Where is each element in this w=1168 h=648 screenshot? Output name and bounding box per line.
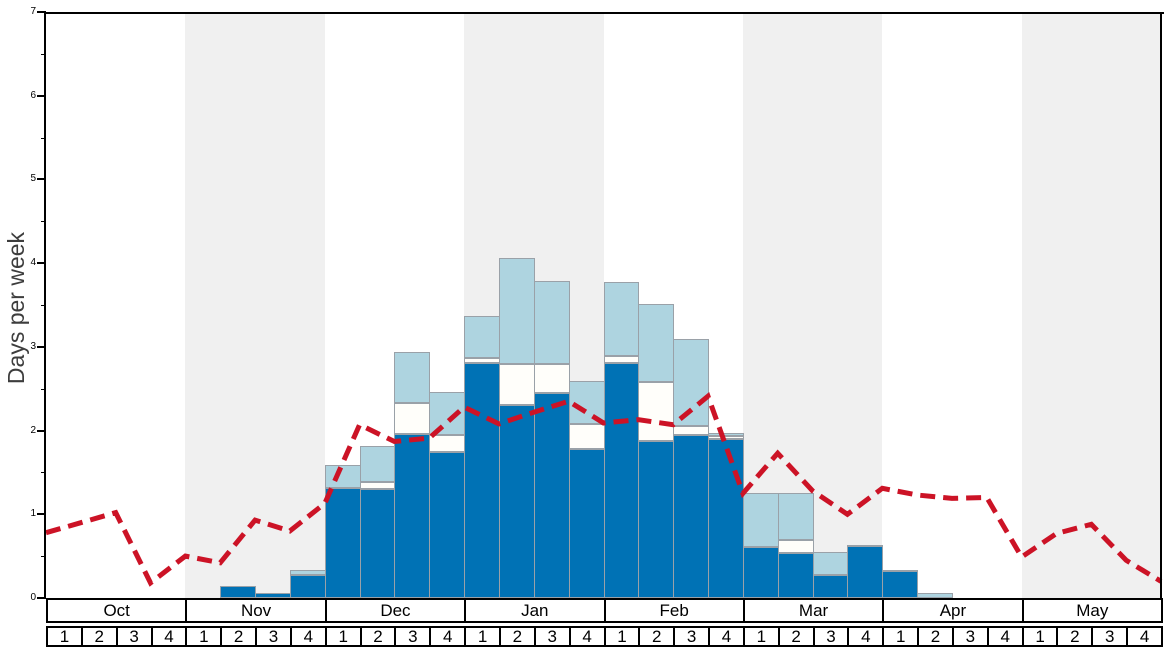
y-major-tick	[37, 94, 46, 97]
month-band-oct	[46, 12, 186, 598]
week-cell: 2	[777, 626, 815, 647]
y-major-tick	[37, 429, 46, 432]
bar-light-segment	[533, 280, 570, 364]
week-cell: 1	[324, 626, 362, 647]
y-major-tick	[37, 345, 46, 348]
month-cell-apr: Apr	[882, 598, 1024, 623]
bar-light-segment	[708, 433, 744, 437]
y-minor-tick	[41, 53, 46, 55]
week-cell: 1	[464, 626, 501, 647]
week-cell: 1	[1021, 626, 1059, 647]
y-minor-tick	[41, 221, 46, 223]
plot-right-border	[1160, 12, 1162, 598]
bar-white-segment	[708, 436, 744, 439]
month-cell-nov: Nov	[185, 598, 327, 623]
week-cell: 4	[429, 626, 467, 647]
bar-light-segment	[394, 351, 431, 403]
week-cell: 2	[1056, 626, 1094, 647]
y-tick-label-0: 0	[30, 592, 36, 603]
week-cell: 2	[359, 626, 397, 647]
bar-light-segment	[917, 592, 953, 598]
y-minor-tick	[41, 305, 46, 306]
y-major-tick	[37, 597, 46, 599]
bar-dark-segment	[847, 546, 884, 598]
bar-light-segment	[498, 258, 535, 364]
bar-dark-segment	[429, 452, 466, 598]
plot-top-border	[44, 12, 1164, 14]
week-cell: 1	[882, 626, 920, 647]
week-cell: 2	[220, 626, 258, 647]
y-tick-label-6: 6	[30, 89, 36, 101]
week-cell: 4	[708, 626, 745, 647]
week-cell: 2	[80, 626, 118, 647]
week-cell: 3	[1091, 626, 1129, 647]
week-cell: 1	[742, 626, 780, 647]
week-cell: 4	[847, 626, 885, 647]
bar-light-segment	[777, 492, 814, 541]
y-major-tick	[37, 11, 46, 13]
bar-dark-segment	[220, 586, 257, 598]
y-minor-tick	[41, 137, 46, 139]
y-axis-title: Days per week	[3, 231, 29, 385]
bar-dark-segment	[603, 362, 640, 598]
y-tick-label-7: 7	[30, 6, 36, 17]
y-tick-label-4: 4	[30, 257, 36, 269]
y-major-tick	[37, 262, 46, 265]
average-line-layer	[45, 392, 1163, 587]
week-cell: 3	[533, 626, 571, 647]
month-cell-dec: Dec	[324, 598, 467, 623]
bar-dark-segment	[882, 570, 919, 598]
month-cell-feb: Feb	[603, 598, 745, 623]
month-cell-may: May	[1021, 598, 1163, 623]
week-cell: 4	[1126, 626, 1163, 647]
month-band-nov	[185, 12, 325, 598]
red-dashed-average-line	[45, 392, 1163, 587]
bar-light-segment	[603, 281, 640, 357]
bar-light-segment	[847, 545, 884, 548]
week-cell: 2	[917, 626, 954, 647]
week-cell: 3	[115, 626, 153, 647]
week-cell: 3	[951, 626, 989, 647]
bar-light-segment	[464, 315, 500, 358]
week-cell: 1	[46, 626, 83, 647]
week-cell: 4	[289, 626, 327, 647]
week-cell: 2	[638, 626, 676, 647]
y-minor-tick	[41, 388, 46, 390]
bar-white-segment	[673, 426, 710, 435]
bar-dark-segment	[394, 433, 431, 598]
y-minor-tick	[41, 556, 46, 558]
week-cell: 3	[812, 626, 850, 647]
week-cell: 1	[185, 626, 223, 647]
bar-white-segment	[498, 363, 535, 405]
month-cell-oct: Oct	[46, 598, 188, 623]
y-major-tick	[37, 513, 46, 516]
week-cell: 3	[673, 626, 711, 647]
week-cell: 1	[603, 626, 641, 647]
bar-white-segment	[533, 363, 570, 393]
y-tick-label-2: 2	[30, 424, 36, 436]
month-band-may	[1021, 12, 1161, 598]
week-cell: 2	[498, 626, 536, 647]
bar-dark-segment	[568, 448, 605, 598]
bar-dark-segment	[777, 552, 814, 598]
bar-light-segment	[359, 445, 396, 482]
plot-area	[45, 12, 1163, 598]
bar-light-segment	[882, 569, 919, 572]
bar-white-segment	[777, 540, 814, 553]
week-cell: 4	[568, 626, 606, 647]
y-major-tick	[37, 178, 46, 181]
y-tick-label-5: 5	[30, 173, 36, 185]
y-tick-label-1: 1	[30, 508, 36, 520]
week-cell: 3	[255, 626, 292, 647]
y-minor-tick	[41, 472, 46, 474]
month-cell-jan: Jan	[464, 598, 606, 623]
week-cell: 4	[150, 626, 188, 647]
y-tick-label-3: 3	[30, 340, 36, 352]
month-cell-mar: Mar	[742, 598, 885, 623]
week-cell: 4	[986, 626, 1024, 647]
week-cell: 3	[394, 626, 432, 647]
